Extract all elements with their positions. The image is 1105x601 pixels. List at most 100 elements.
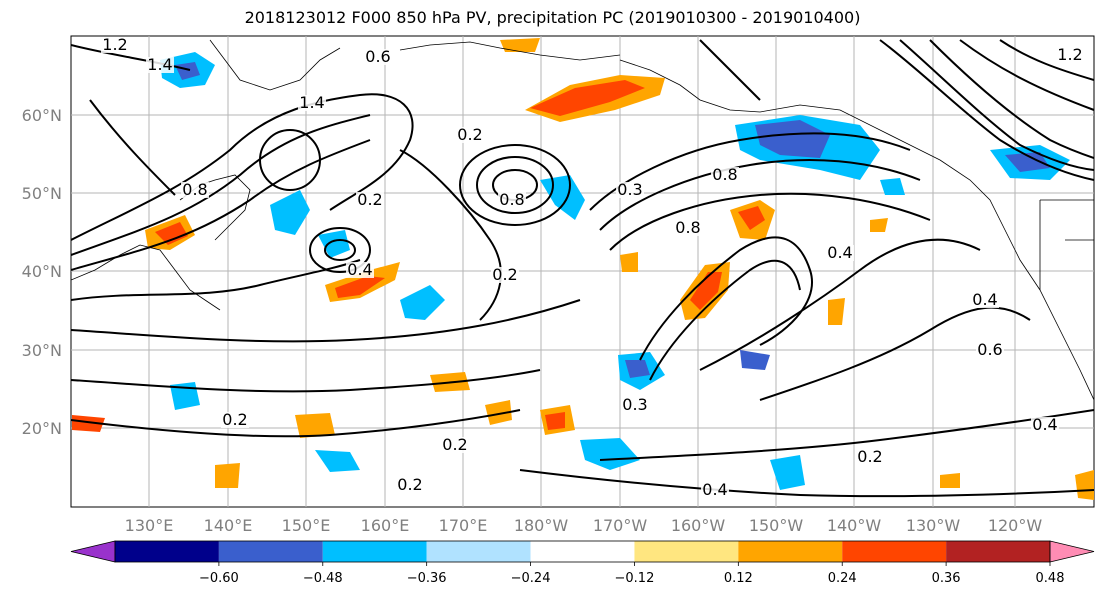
neg-anomaly-area [755, 120, 830, 158]
neg-anomaly-area [770, 455, 805, 490]
colorbar-tick-label: 0.12 [724, 571, 753, 586]
pos-anomaly-area [738, 206, 765, 230]
longitude-label: 130°E [125, 516, 174, 535]
precip-anomaly-shading [72, 38, 1094, 500]
longitude-label: 120°W [988, 516, 1043, 535]
colorbar-segment [842, 541, 947, 562]
colorbar-tick-label: 0.36 [932, 571, 961, 586]
colorbar: −0.60 −0.48 −0.36 −0.24 −0.12 0.12 0.24 0.36 0.4… [70, 540, 1095, 586]
pos-anomaly-area [335, 276, 385, 298]
latitude-label: 20°N [22, 419, 62, 438]
contour-label: 0.2 [492, 265, 517, 284]
colorbar-tick-label: −0.24 [511, 571, 551, 586]
contour-label: 1.4 [147, 55, 172, 74]
colorbar-segment [738, 541, 843, 562]
colorbar-segment [115, 541, 219, 562]
neg-anomaly-area [270, 190, 310, 235]
longitude-labels: 130°E 140°E 150°E 160°E 170°E 180°W 170°W 160°W… [125, 516, 1043, 535]
contour-label: 0.4 [972, 290, 997, 309]
pos-anomaly-area [690, 272, 722, 310]
colorbar-tick-label: −0.36 [407, 571, 447, 586]
longitude-label: 140°W [827, 516, 882, 535]
pos-anomaly-area [215, 463, 240, 488]
contour-label: 0.2 [442, 435, 467, 454]
neg-anomaly-area [318, 230, 350, 258]
pos-anomaly-area [545, 412, 565, 430]
colorbar-segment [218, 541, 323, 562]
contour-label: 0.4 [1032, 415, 1057, 434]
pos-anomaly-area [940, 473, 960, 488]
map-title: 2018123012 F000 850 hPa PV, precipitatio… [244, 8, 861, 27]
pos-anomaly-area [72, 415, 105, 432]
neg-anomaly-area [540, 175, 585, 220]
contour-label: 0.8 [712, 165, 737, 184]
pos-anomaly-area [620, 252, 638, 272]
pos-anomaly-area [530, 80, 645, 116]
contour-label: 0.4 [827, 243, 852, 262]
colorbar-segment [322, 541, 427, 562]
pos-anomaly-area [485, 400, 512, 425]
colorbar-extend-left [70, 540, 116, 563]
pos-anomaly-area [828, 298, 845, 325]
pos-anomaly-area [155, 222, 188, 245]
neg-anomaly-area [880, 178, 905, 195]
coastlines [71, 39, 1094, 401]
colorbar-tick-label: 0.24 [828, 571, 857, 586]
contour-label: 0.8 [182, 180, 207, 199]
contour-label: 1.2 [1057, 45, 1082, 64]
latitude-label: 30°N [22, 341, 62, 360]
colorbar-segment [530, 541, 635, 562]
longitude-label: 160°W [671, 516, 726, 535]
longitude-label: 150°E [282, 516, 331, 535]
pos-anomaly-area [1075, 470, 1094, 500]
colorbar-segment [946, 541, 1050, 562]
contour-label: 1.4 [299, 93, 324, 112]
neg-anomaly-area [740, 350, 770, 370]
latitude-label: 60°N [22, 106, 62, 125]
colorbar-extend-right [1049, 540, 1095, 563]
colorbar-segment [426, 541, 531, 562]
longitude-label: 170°E [439, 516, 488, 535]
contour-label: 0.2 [397, 475, 422, 494]
colorbar-tick-label: −0.48 [303, 571, 343, 586]
contour-label: 0.2 [222, 410, 247, 429]
contour-label: 0.3 [622, 395, 647, 414]
longitude-label: 130°W [906, 516, 961, 535]
contour-label: 0.4 [702, 480, 727, 499]
longitude-label: 150°W [749, 516, 804, 535]
contour-label: 0.4 [347, 260, 372, 279]
latitude-label: 50°N [22, 184, 62, 203]
neg-anomaly-area [580, 438, 640, 470]
contour-label: 1.2 [102, 35, 127, 54]
contour-label: 0.2 [357, 190, 382, 209]
pos-anomaly-area [870, 218, 888, 232]
contour-label: 0.2 [457, 125, 482, 144]
longitude-label: 140°E [204, 516, 253, 535]
colorbar-tick-label: −0.60 [199, 571, 239, 586]
colorbar-segment [634, 541, 739, 562]
neg-anomaly-area [625, 360, 650, 378]
colorbar-tick-label: −0.12 [615, 571, 655, 586]
neg-anomaly-area [175, 62, 200, 80]
neg-anomaly-area [315, 450, 360, 472]
pos-anomaly-area [500, 38, 540, 52]
contour-labels: 1.2 1.4 0.6 1.4 0.2 0.2 0.8 0.4 0.2 0.8 0.3 0.8 0.4 0… [101, 35, 1084, 499]
neg-anomaly-area [400, 285, 445, 320]
colorbar-tick-label: 0.48 [1036, 571, 1065, 586]
contour-label: 0.6 [977, 340, 1002, 359]
longitude-label: 180°W [514, 516, 569, 535]
map-panel: 1.2 1.4 0.6 1.4 0.2 0.2 0.8 0.4 0.2 0.8 0.3 0.8 0.4 0… [70, 35, 1095, 508]
contour-label: 0.2 [857, 447, 882, 466]
neg-anomaly-area [1005, 152, 1050, 172]
longitude-label: 160°E [361, 516, 410, 535]
contour-label: 0.3 [617, 180, 642, 199]
longitude-label: 170°W [593, 516, 648, 535]
contour-label: 0.6 [365, 47, 390, 66]
contour-label: 0.8 [499, 190, 524, 209]
latitude-labels: 60°N 50°N 40°N 30°N 20°N [22, 106, 62, 438]
contour-label: 0.8 [675, 218, 700, 237]
latitude-label: 40°N [22, 262, 62, 281]
pv-contours [71, 39, 1094, 498]
pos-anomaly-area [295, 413, 335, 438]
